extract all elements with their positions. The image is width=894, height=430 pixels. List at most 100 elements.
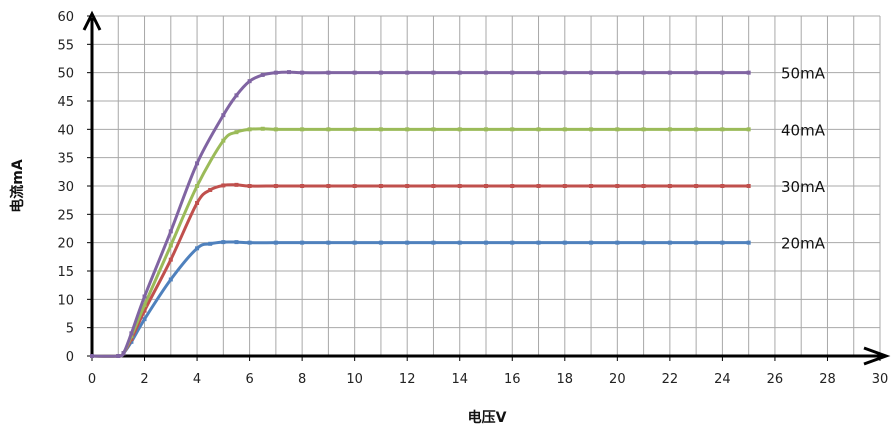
data-point-40ma — [615, 127, 620, 132]
data-point-40ma — [720, 127, 725, 132]
data-point-30ma — [510, 184, 515, 188]
data-point-50ma — [195, 161, 200, 166]
data-point-30ma — [589, 184, 594, 188]
data-point-50ma — [431, 70, 436, 75]
data-point-50ma — [247, 79, 252, 84]
data-point-50ma — [221, 113, 226, 118]
y-tick-label: 40 — [57, 123, 74, 138]
data-point-50ma — [457, 70, 462, 75]
x-tick-label: 28 — [819, 372, 836, 387]
data-point-30ma — [300, 184, 305, 188]
data-point-30ma — [405, 184, 410, 188]
series-line-30ma — [90, 183, 751, 358]
y-tick-label: 55 — [57, 38, 74, 53]
x-tick-label: 26 — [767, 372, 784, 387]
data-point-20ma — [510, 240, 515, 245]
data-point-40ma — [694, 127, 699, 132]
y-tick-label: 20 — [57, 237, 74, 252]
data-point-40ma — [247, 127, 252, 132]
data-point-20ma — [562, 240, 567, 245]
data-point-20ma — [234, 240, 239, 245]
data-point-50ma — [300, 70, 305, 75]
data-point-30ma — [247, 184, 252, 188]
data-point-30ma — [746, 184, 751, 188]
y-axis-title: 电流mA — [9, 159, 26, 213]
data-point-30ma — [484, 184, 488, 188]
data-point-50ma — [142, 294, 147, 299]
data-point-30ma — [378, 184, 383, 188]
data-point-50ma — [510, 70, 515, 75]
data-point-40ma — [431, 127, 436, 132]
data-point-30ma — [615, 184, 620, 188]
data-point-50ma — [287, 70, 291, 75]
data-point-20ma — [405, 240, 410, 245]
y-tick-label: 10 — [57, 293, 74, 308]
x-tick-label: 10 — [346, 372, 363, 387]
data-point-40ma — [260, 126, 265, 131]
y-tick-label: 0 — [66, 350, 74, 365]
x-tick-label: 18 — [557, 372, 574, 387]
data-point-30ma — [457, 184, 462, 188]
data-point-30ma — [168, 257, 173, 262]
data-point-40ma — [300, 127, 305, 132]
data-point-50ma — [378, 70, 383, 75]
data-point-40ma — [221, 138, 226, 143]
x-tick-label: 2 — [140, 372, 148, 387]
data-point-20ma — [484, 240, 488, 245]
data-point-30ma — [221, 183, 226, 188]
data-point-50ma — [746, 70, 751, 75]
y-tick-label: 15 — [57, 265, 74, 280]
axes — [82, 10, 891, 366]
data-point-40ma — [510, 127, 515, 132]
x-tick-label: 4 — [193, 372, 201, 387]
series-lines — [90, 70, 751, 358]
data-point-40ma — [484, 127, 488, 132]
data-point-40ma — [457, 127, 462, 132]
series-line-20ma — [90, 240, 751, 358]
y-tick-label: 5 — [66, 322, 74, 337]
data-point-50ma — [562, 70, 567, 75]
tick-labels: 0 2 4 6 8 10 12 14 16 18 20 22 24 26 28 300510152025303… — [57, 10, 888, 387]
data-point-20ma — [326, 240, 331, 245]
data-point-50ma — [116, 354, 121, 358]
data-point-30ma — [694, 184, 699, 188]
data-point-20ma — [720, 240, 725, 245]
y-tick-label: 50 — [57, 67, 74, 82]
data-point-20ma — [667, 240, 672, 245]
data-point-50ma — [641, 70, 646, 75]
data-point-30ma — [562, 184, 567, 188]
data-point-30ma — [234, 182, 239, 187]
data-point-20ma — [208, 241, 213, 246]
data-point-20ma — [300, 240, 305, 245]
x-tick-label: 22 — [662, 372, 679, 387]
data-point-40ma — [195, 184, 200, 188]
data-point-50ma — [667, 70, 672, 75]
data-point-20ma — [142, 317, 147, 322]
x-tick-label: 8 — [298, 372, 306, 387]
data-point-40ma — [589, 127, 594, 132]
series-label-40ma: 40mA — [781, 121, 826, 139]
data-point-50ma — [352, 70, 357, 75]
series-label-30ma: 30mA — [781, 178, 826, 196]
series-label-20ma: 20mA — [781, 235, 826, 253]
data-point-20ma — [615, 240, 620, 245]
data-point-30ma — [208, 187, 213, 192]
x-tick-label: 0 — [88, 372, 96, 387]
data-point-50ma — [121, 351, 126, 356]
data-point-40ma — [168, 243, 173, 248]
data-point-30ma — [142, 308, 147, 313]
data-point-30ma — [536, 184, 541, 188]
data-point-20ma — [378, 240, 383, 245]
data-point-20ma — [431, 240, 436, 245]
data-point-50ma — [484, 70, 488, 75]
y-tick-label: 35 — [57, 152, 74, 167]
data-point-40ma — [405, 127, 410, 132]
y-axis-arrow — [82, 10, 102, 31]
data-point-30ma — [431, 184, 436, 188]
data-point-20ma — [694, 240, 699, 245]
data-point-40ma — [142, 303, 147, 307]
data-point-20ma — [195, 246, 200, 251]
data-point-30ma — [195, 201, 200, 205]
data-point-50ma — [405, 70, 410, 75]
